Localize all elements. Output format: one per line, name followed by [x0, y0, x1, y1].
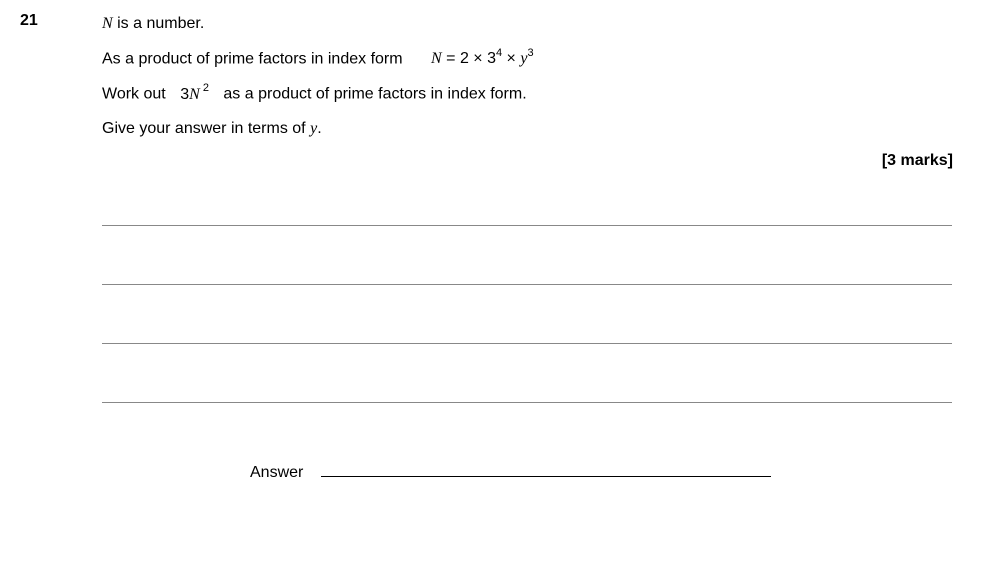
formula-times: ×	[502, 50, 520, 67]
formula-n: N	[431, 50, 442, 67]
line-4: Give your answer in terms of y.	[102, 117, 953, 141]
formula-eq: = 2 × 3	[442, 50, 496, 67]
line-3: Work out 3N 2 as a product of prime fact…	[102, 81, 953, 106]
line4-suffix: .	[317, 120, 321, 137]
answer-label: Answer	[250, 461, 303, 485]
answer-blank	[321, 476, 771, 477]
line4-prefix: Give your answer in terms of	[102, 120, 310, 137]
formula-exp1: 4	[496, 47, 502, 59]
line3-prefix: Work out	[102, 86, 166, 103]
line2-prefix: As a product of prime factors in index f…	[102, 50, 403, 67]
coef-3: 3	[180, 86, 189, 103]
formula-exp2: 3	[527, 47, 533, 59]
question-content: N is a number. As a product of prime fac…	[102, 12, 953, 485]
working-lines	[102, 225, 953, 403]
working-line-2	[102, 284, 952, 285]
workout-n: N	[189, 86, 200, 103]
line-2: As a product of prime factors in index f…	[102, 46, 953, 71]
question-number: 21	[20, 12, 38, 30]
workout-expression: 3N 2	[180, 86, 213, 103]
line1-rest: is a number.	[113, 15, 205, 32]
line3-rest: as a product of prime factors in index f…	[223, 86, 526, 103]
answer-row: Answer	[250, 461, 953, 485]
variable-n: N	[102, 15, 113, 32]
working-line-1	[102, 225, 952, 226]
workout-exp: 2	[200, 82, 209, 94]
marks-label: [3 marks]	[102, 149, 953, 173]
working-line-4	[102, 402, 952, 403]
working-line-3	[102, 343, 952, 344]
formula: N = 2 × 34 × y3	[431, 50, 534, 67]
line-1: N is a number.	[102, 12, 953, 36]
